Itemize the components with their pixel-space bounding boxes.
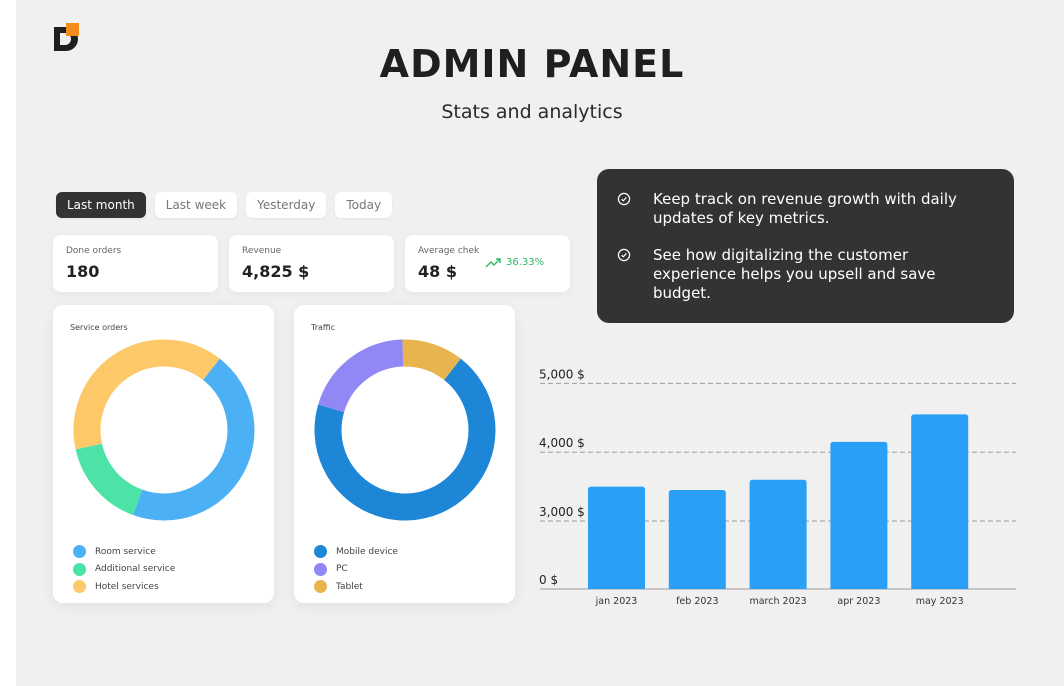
x-tick-label: march 2023: [749, 596, 806, 607]
x-tick-label: may 2023: [916, 596, 964, 607]
donut-segment-0: [314, 358, 496, 521]
service-orders-donut: [73, 339, 255, 521]
filter-last-week[interactable]: Last week: [154, 192, 238, 218]
page-subtitle: Stats and analytics: [441, 101, 623, 123]
info-text: See how digitalizing the customer experi…: [653, 246, 936, 302]
bar[interactable]: [749, 479, 807, 589]
y-tick-label: 5,000 $: [539, 367, 585, 381]
legend-swatch: [73, 562, 86, 576]
revenue-bar-chart: 5,000 $ 4,000 $ 3,000 $ 0 $ jan 2023 feb 2023…: [536, 360, 1018, 610]
filter-today[interactable]: Today: [335, 192, 393, 218]
kpi-average-check: Average chek 48 $ 36.33%: [405, 235, 570, 292]
info-point: See how digitalizing the customer experi…: [617, 246, 963, 303]
legend-item: Hotel services: [73, 578, 175, 596]
legend-item: Additional service: [73, 561, 175, 579]
kpi-value: 4,825 $: [242, 262, 310, 281]
brand-logo[interactable]: [52, 23, 82, 53]
kpi-done-orders: Done orders 180: [53, 235, 218, 292]
legend-swatch: [314, 580, 327, 594]
kpi-label: Done orders: [66, 246, 122, 256]
legend-label: Room service: [95, 546, 156, 557]
legend-swatch: [73, 545, 86, 559]
card-title: Service orders: [70, 323, 128, 332]
bar-chart-svg: 5,000 $ 4,000 $ 3,000 $ 0 $ jan 2023 feb 2023…: [539, 367, 1016, 607]
donut-segment-1: [318, 339, 404, 413]
y-tick-label: 3,000 $: [539, 505, 585, 519]
bar[interactable]: [668, 490, 726, 589]
x-tick-label: feb 2023: [676, 596, 718, 607]
legend-label: Tablet: [336, 581, 363, 592]
check-circle-icon: [617, 192, 631, 206]
x-tick-label: jan 2023: [595, 596, 638, 607]
donut-segment-2: [73, 339, 220, 450]
donut-segment-0: [133, 358, 255, 521]
kpi-revenue: Revenue 4,825 $: [229, 235, 394, 292]
bar[interactable]: [830, 441, 888, 589]
x-tick-label: apr 2023: [837, 596, 880, 607]
info-point: Keep track on revenue growth with daily …: [617, 190, 963, 228]
legend-label: Mobile device: [336, 546, 398, 557]
legend-item: Room service: [73, 543, 175, 561]
feature-info-panel: Keep track on revenue growth with daily …: [597, 169, 1014, 323]
card-title: Traffic: [311, 323, 336, 332]
kpi-value: 180: [66, 262, 100, 281]
donut-segment-1: [75, 443, 143, 516]
kpi-value: 48 $: [418, 262, 457, 281]
page-title: ADMIN PANEL: [379, 42, 685, 86]
legend-item: Mobile device: [314, 543, 398, 561]
kpi-label: Average chek: [418, 246, 480, 256]
filter-yesterday[interactable]: Yesterday: [246, 192, 327, 218]
info-text: Keep track on revenue growth with daily …: [653, 190, 957, 227]
legend-label: PC: [336, 564, 348, 575]
service-orders-card: Service orders Room service Additional s…: [53, 305, 274, 603]
legend-item: Tablet: [314, 578, 398, 596]
traffic-legend: Mobile device PC Tablet: [314, 543, 398, 596]
legend-item: PC: [314, 561, 398, 579]
traffic-donut: [314, 339, 496, 521]
y-tick-label: 0 $: [539, 573, 558, 587]
y-tick-label: 4,000 $: [539, 436, 585, 450]
service-orders-legend: Room service Additional service Hotel se…: [73, 543, 175, 596]
period-filter: Last month Last week Yesterday Today: [56, 192, 393, 218]
legend-swatch: [73, 580, 86, 594]
check-circle-icon: [617, 248, 631, 262]
kpi-label: Revenue: [242, 246, 282, 256]
kpi-trend: 36.33%: [485, 257, 544, 268]
donut-segment-2: [402, 339, 461, 381]
bar[interactable]: [911, 414, 969, 589]
trend-up-icon: [485, 257, 501, 267]
legend-swatch: [314, 562, 327, 576]
kpi-trend-value: 36.33%: [506, 257, 545, 268]
traffic-card: Traffic Mobile device PC Tablet: [294, 305, 515, 603]
legend-swatch: [314, 545, 327, 559]
filter-last-month[interactable]: Last month: [56, 192, 146, 218]
legend-label: Additional service: [95, 564, 176, 575]
bar[interactable]: [588, 486, 645, 589]
legend-label: Hotel services: [95, 581, 159, 592]
